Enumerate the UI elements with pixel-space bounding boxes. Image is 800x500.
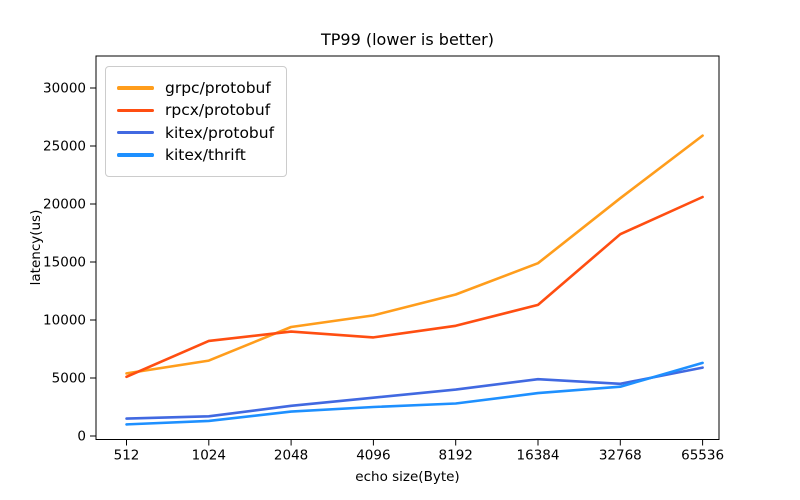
y-axis-label: latency(us) — [28, 210, 44, 286]
series-line-kitex-thrift — [125, 361, 704, 426]
legend-swatch-grpc-protobuf — [117, 86, 154, 90]
chart-title: TP99 (lower is better) — [320, 30, 494, 49]
y-tick-label: 15000 — [43, 255, 86, 271]
series-line-rpcx-protobuf — [125, 195, 704, 379]
legend-swatch-kitex-thrift — [117, 153, 154, 157]
legend-item-rpcx-protobuf: rpcx/protobuf — [117, 99, 274, 121]
y-tick-label: 5000 — [52, 371, 86, 387]
x-tick-label: 512 — [114, 448, 140, 464]
x-tick-label: 8192 — [439, 448, 473, 464]
y-tick-label: 10000 — [43, 313, 86, 329]
plot-area-border — [95, 55, 720, 440]
y-tick-label: 0 — [77, 429, 86, 445]
x-tick-label: 1024 — [192, 448, 226, 464]
series-lines — [125, 134, 704, 426]
y-tick-label: 20000 — [43, 197, 86, 213]
legend-label-rpcx-protobuf: rpcx/protobuf — [165, 101, 271, 120]
axes: 0 5000 10000 15000 20000 25000 30000 512 1024 204… — [43, 81, 724, 464]
legend-label-grpc-protobuf: grpc/protobuf — [165, 79, 271, 97]
legend-item-grpc-protobuf: grpc/protobuf — [117, 77, 274, 99]
series-line-grpc-protobuf — [125, 134, 704, 375]
legend-item-kitex-protobuf: kitex/protobuf — [117, 122, 274, 144]
x-axis-label: echo size(Byte) — [355, 469, 459, 485]
legend-item-kitex-thrift: kitex/thrift — [117, 144, 274, 166]
x-tick-label: 16384 — [517, 448, 560, 464]
x-tick-label: 2048 — [274, 448, 308, 464]
x-tick-label: 4096 — [356, 448, 390, 464]
series-line-kitex-protobuf — [125, 366, 704, 420]
x-tick-label: 65536 — [681, 448, 724, 464]
y-tick-label: 30000 — [43, 81, 86, 97]
legend-label-kitex-thrift: kitex/thrift — [165, 145, 246, 164]
legend-swatch-rpcx-protobuf — [117, 108, 154, 113]
x-tick-label: 32768 — [599, 448, 642, 464]
legend-swatch-kitex-protobuf — [117, 130, 154, 135]
legend: grpc/protobuf rpcx/protobuf kitex/protobuf… — [105, 66, 287, 177]
y-tick-label: 25000 — [43, 139, 86, 155]
legend-label-kitex-protobuf: kitex/protobuf — [165, 123, 275, 142]
